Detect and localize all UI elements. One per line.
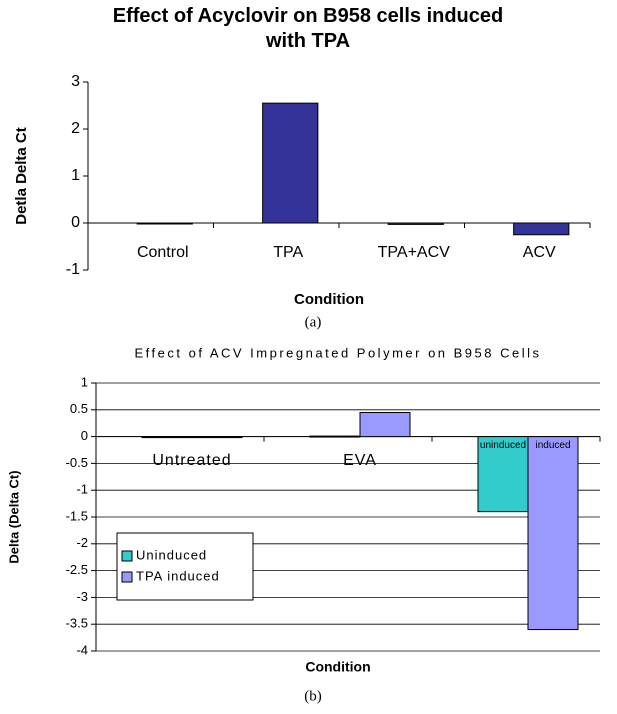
bar: [359, 411, 411, 438]
y-tick-label: 1: [71, 167, 80, 184]
y-tick-label: 0: [71, 214, 80, 231]
x-tick-label: TPA: [273, 244, 303, 261]
bar: [191, 436, 243, 439]
legend-label: TPA induced: [136, 568, 220, 583]
y-tick-label: 1: [81, 374, 88, 389]
bar: [136, 222, 193, 225]
x-tick-label: ACV: [523, 244, 556, 261]
y-tick-label: 2: [71, 120, 80, 137]
y-tick-label: -1: [66, 261, 80, 278]
bar: [477, 436, 529, 513]
y-tick-label: -2.5: [66, 562, 88, 577]
y-axis-label: Delta (Delta Ct): [6, 470, 21, 563]
y-tick-label: 0: [81, 428, 88, 443]
y-tick-label: -2: [76, 535, 88, 550]
x-tick-label: TPA+ACV: [378, 244, 451, 261]
y-tick-label: -4: [76, 642, 88, 657]
legend-label: Uninduced: [136, 547, 207, 562]
y-tick-label: -0.5: [66, 455, 88, 470]
y-tick-label: -1: [76, 482, 88, 497]
x-tick-label: EVA: [343, 452, 377, 469]
bar: [513, 222, 570, 236]
bar: [141, 436, 193, 439]
y-tick-label: 3: [71, 73, 80, 90]
annotation: induced: [535, 440, 570, 451]
bar: [262, 102, 319, 224]
chart-title: Effect of Acyclovir on B958 cells induce…: [112, 5, 504, 52]
y-tick-label: 0.5: [70, 401, 88, 416]
y-tick-label: -3: [76, 589, 88, 604]
x-tick-label: Control: [137, 244, 189, 261]
legend-box: [116, 532, 254, 601]
y-tick-label: -3.5: [66, 616, 88, 631]
annotation: uninduced: [480, 440, 526, 451]
legend-swatch: [121, 571, 133, 583]
bar: [309, 435, 361, 438]
chart-title: Effect of ACV Impregnated Polymer on B95…: [134, 345, 541, 360]
y-tick-label: -1.5: [66, 508, 88, 523]
bar: [387, 222, 444, 225]
x-axis-label: Condition: [294, 291, 364, 308]
bar: [527, 436, 579, 631]
y-axis-label: Detla Delta Ct: [13, 127, 30, 225]
x-axis-label: Condition: [305, 659, 370, 675]
x-tick-label: Untreated: [152, 452, 231, 469]
caption: (a): [305, 314, 322, 330]
legend-swatch: [121, 550, 133, 562]
caption: (b): [304, 688, 322, 704]
